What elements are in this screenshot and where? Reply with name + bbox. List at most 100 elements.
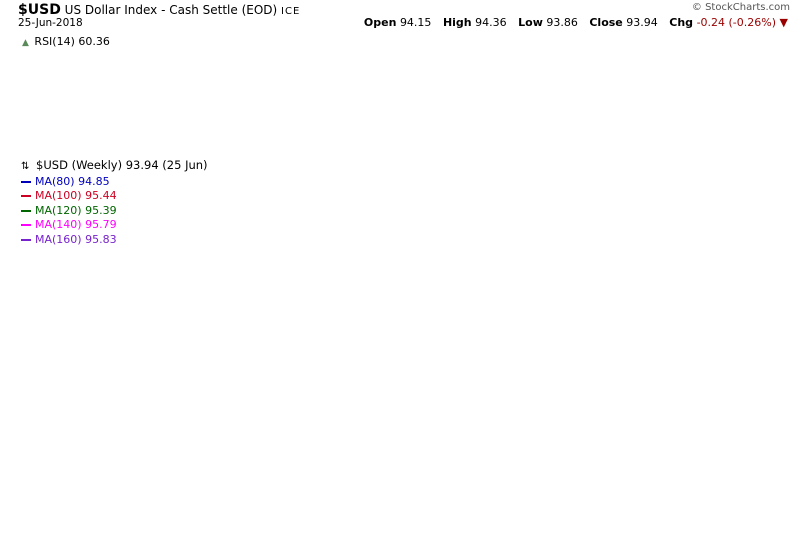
ma100-line bbox=[19, 231, 718, 437]
ma120-line bbox=[19, 237, 718, 429]
rsi-axis-tick-label: 70 bbox=[771, 63, 786, 77]
rsi-value-box bbox=[765, 73, 799, 89]
price-label-text: 94.85 bbox=[772, 253, 800, 266]
annotation-arrow-up-1 bbox=[358, 438, 377, 461]
ma140-label: MA(140) 95.79 bbox=[35, 218, 117, 231]
rsi-axis-tick-label: 90 bbox=[771, 39, 786, 53]
copyright-label: © StockCharts.com bbox=[691, 2, 790, 13]
low-label: Low bbox=[518, 16, 543, 29]
ticker-symbol: $USD bbox=[18, 2, 61, 18]
candlestick-icon: ⇅ bbox=[21, 161, 30, 172]
chart-date: 25-Jun-2018 bbox=[18, 17, 83, 29]
price-legend: ⇅ $USD (Weekly) 93.94 (25 Jun) MA(80) 94… bbox=[21, 158, 208, 247]
annotation-arrow-up-2 bbox=[444, 431, 463, 454]
price-label-box bbox=[765, 264, 799, 280]
rsi-axis-tick-label: 50 bbox=[771, 86, 786, 100]
price-axis-tick-label: 74 bbox=[771, 466, 786, 480]
x-axis-year-label: 2009 bbox=[96, 537, 124, 550]
x-axis-year-label: 2018 bbox=[676, 537, 704, 550]
price-legend-title: ⇅ $USD (Weekly) 93.94 (25 Jun) bbox=[21, 158, 208, 175]
highlight-ellipse bbox=[699, 244, 740, 277]
price-axis-tick-label: 82 bbox=[771, 383, 786, 397]
price-label-text: 93.94 bbox=[772, 266, 800, 279]
ma80-label: MA(80) 94.85 bbox=[35, 174, 110, 188]
open-label: Open bbox=[363, 16, 397, 29]
ma160-legend-item: MA(160) 95.83 bbox=[21, 233, 208, 248]
x-axis-year-label: 2014 bbox=[418, 537, 446, 550]
open-value: 94.15 bbox=[399, 16, 432, 29]
ma100-legend-item: MA(100) 95.44 bbox=[21, 189, 208, 204]
chg-label: Chg bbox=[669, 16, 694, 29]
ma140-line bbox=[19, 240, 718, 425]
ma80-swatch bbox=[21, 180, 31, 183]
chart-header: $USD US Dollar Index - Cash Settle (EOD)… bbox=[18, 2, 300, 18]
high-label: High bbox=[442, 16, 472, 29]
rsi-legend: ▲ RSI(14) 60.36 bbox=[22, 35, 110, 48]
x-axis-year-label: 2019 bbox=[741, 537, 769, 550]
price-label-text: 95.44 bbox=[772, 241, 800, 254]
low-value: 93.86 bbox=[546, 16, 578, 29]
price-axis-tick-label: 92 bbox=[771, 281, 786, 295]
price-legend-text: $USD (Weekly) 93.94 (25 Jun) bbox=[36, 158, 208, 172]
price-axis-tick-label: 102 bbox=[771, 178, 793, 192]
ma160-line bbox=[19, 246, 718, 421]
price-label-box bbox=[765, 251, 799, 267]
price-axis-tick-label: 76 bbox=[771, 445, 786, 459]
price-axis-tick-label: 84 bbox=[771, 363, 786, 377]
price-axis-tick-label: 104 bbox=[771, 157, 793, 171]
rsi-axis-tick-label: 30 bbox=[771, 110, 786, 124]
price-label-text: 95.79 bbox=[772, 234, 800, 247]
price-axis-tick-label: 86 bbox=[771, 342, 786, 356]
close-label: Close bbox=[589, 16, 623, 29]
x-axis-year-label: 2012 bbox=[289, 537, 317, 550]
price-axis-tick-label: 100 bbox=[771, 198, 793, 212]
ma120-swatch bbox=[21, 209, 31, 212]
x-axis-year-label: 2016 bbox=[547, 537, 575, 550]
price-axis-tick-label: 78 bbox=[771, 425, 786, 439]
ma80-legend-item: MA(80) 94.85 bbox=[21, 175, 208, 190]
price-axis-tick-label: 88 bbox=[771, 322, 786, 336]
ma80-line bbox=[19, 225, 718, 451]
rsi-overbought-fill bbox=[94, 46, 622, 70]
exchange-label: ICE bbox=[281, 6, 301, 17]
ma160-swatch bbox=[21, 238, 31, 241]
chg-down-triangle-icon: ▼ bbox=[779, 16, 788, 29]
rsi-line bbox=[17, 45, 718, 125]
high-value: 94.36 bbox=[475, 16, 507, 29]
ma100-swatch bbox=[21, 195, 31, 197]
rsi-panel-border bbox=[17, 32, 766, 153]
x-axis-year-label: 2010 bbox=[160, 537, 188, 550]
ma140-legend-item: MA(140) 95.79 bbox=[21, 218, 208, 233]
ma100-label: MA(100) 95.44 bbox=[35, 189, 117, 202]
x-axis-year-label: 2013 bbox=[354, 537, 382, 550]
price-axis-tick-label: 94 bbox=[771, 260, 786, 274]
rsi-area-icon: ▲ bbox=[22, 38, 29, 48]
price-axis-tick-label: 96 bbox=[771, 240, 786, 254]
close-value: 93.94 bbox=[626, 16, 658, 29]
rsi-oversold-fill bbox=[47, 116, 701, 123]
ma120-label: MA(120) 95.39 bbox=[35, 203, 117, 217]
price-label-box bbox=[765, 232, 799, 248]
price-axis-tick-label: 90 bbox=[771, 301, 786, 315]
rsi-legend-label: RSI(14) 60.36 bbox=[34, 35, 110, 48]
annotation-arrow-down-3 bbox=[706, 222, 725, 245]
x-axis-year-label: 2015 bbox=[483, 537, 511, 550]
price-label-box bbox=[765, 239, 799, 255]
annotation-arrow-down-0 bbox=[230, 378, 249, 401]
rsi-axis-tick-label: 10 bbox=[771, 133, 786, 147]
rsi-value-box-label: 60.36 bbox=[772, 75, 800, 88]
price-axis-tick-label: 80 bbox=[771, 404, 786, 418]
x-axis-year-label: 2017 bbox=[612, 537, 640, 550]
price-axis-tick-label: 98 bbox=[771, 219, 786, 233]
price-axis-tick-label: 72 bbox=[771, 486, 786, 500]
x-axis-year-label: 2011 bbox=[225, 537, 253, 550]
instrument-title: US Dollar Index - Cash Settle (EOD) bbox=[64, 3, 278, 17]
ma120-legend-item: MA(120) 95.39 bbox=[21, 204, 208, 219]
ma140-swatch bbox=[21, 224, 31, 226]
ohlc-quote-bar: Open 94.15 High 94.36 Low 93.86 Close 93… bbox=[364, 16, 788, 29]
chg-value: -0.24 (-0.26%) bbox=[696, 16, 777, 29]
ma160-label: MA(160) 95.83 bbox=[35, 232, 117, 246]
x-axis-year-label: 2008 bbox=[31, 537, 59, 550]
